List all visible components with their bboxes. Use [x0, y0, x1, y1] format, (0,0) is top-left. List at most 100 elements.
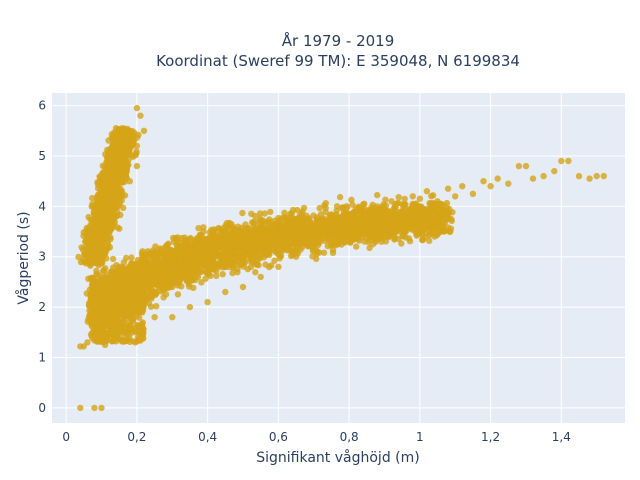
data-point	[138, 322, 146, 329]
data-point	[267, 208, 274, 216]
data-point	[139, 328, 146, 335]
data-point	[224, 246, 231, 253]
data-point	[186, 283, 193, 290]
data-point	[268, 262, 275, 269]
data-point	[100, 292, 107, 299]
data-point	[300, 214, 308, 222]
data-point	[314, 227, 321, 235]
data-point	[127, 294, 134, 302]
data-point	[236, 242, 243, 250]
data-point	[223, 219, 231, 227]
data-point	[165, 240, 172, 247]
data-point	[313, 255, 320, 262]
data-point	[316, 204, 323, 212]
data-point	[264, 233, 272, 240]
data-point	[97, 283, 104, 290]
data-point	[391, 230, 398, 237]
data-point	[401, 195, 408, 203]
data-point	[158, 284, 166, 291]
data-point	[406, 238, 414, 245]
data-point	[248, 237, 255, 244]
data-point	[407, 218, 415, 225]
data-point	[415, 221, 422, 228]
data-point	[129, 153, 137, 160]
data-point	[374, 191, 381, 199]
data-point	[423, 225, 430, 232]
data-point	[116, 192, 123, 199]
data-point	[135, 336, 142, 343]
data-point	[152, 252, 159, 260]
data-point	[270, 226, 277, 233]
data-point	[210, 228, 217, 235]
data-point	[446, 228, 453, 235]
grid-lines	[52, 93, 625, 423]
data-point	[96, 317, 103, 325]
data-point	[230, 263, 237, 270]
data-point	[107, 281, 114, 288]
data-point	[111, 305, 119, 312]
data-point	[414, 231, 421, 238]
data-point	[252, 269, 259, 276]
data-point	[231, 228, 238, 235]
data-point	[404, 206, 412, 213]
data-point	[283, 246, 290, 253]
data-point	[158, 246, 165, 253]
data-point	[88, 306, 95, 313]
data-point	[80, 258, 88, 266]
data-point	[113, 331, 120, 339]
data-point	[75, 253, 82, 261]
data-point	[385, 208, 392, 215]
data-point	[395, 199, 402, 207]
data-point	[100, 308, 107, 315]
data-point	[113, 262, 120, 269]
data-point	[254, 240, 261, 247]
data-point	[147, 267, 155, 274]
data-point	[220, 229, 227, 237]
data-point	[229, 269, 236, 277]
data-point	[94, 219, 102, 227]
data-point	[336, 193, 344, 201]
data-point	[320, 234, 327, 242]
data-point	[107, 268, 115, 275]
data-point	[111, 162, 118, 169]
data-point	[205, 235, 212, 243]
data-point	[294, 221, 301, 229]
data-point	[205, 255, 212, 262]
data-point	[255, 229, 262, 236]
data-point	[198, 279, 205, 286]
data-point	[288, 214, 296, 222]
data-point	[278, 215, 285, 222]
data-point	[150, 261, 158, 268]
data-point	[164, 284, 171, 292]
data-point	[101, 274, 108, 281]
data-point	[87, 216, 94, 223]
data-point	[304, 229, 312, 236]
data-point	[287, 239, 294, 246]
data-point	[135, 308, 142, 316]
data-point	[369, 241, 377, 248]
data-point	[170, 234, 177, 242]
data-point	[106, 188, 113, 196]
data-point	[157, 269, 165, 277]
data-point	[448, 217, 455, 224]
data-point	[440, 217, 447, 225]
data-point	[224, 240, 231, 247]
data-point	[140, 300, 147, 308]
data-point	[139, 286, 146, 293]
data-point	[251, 212, 259, 220]
data-point	[217, 252, 224, 260]
data-point	[276, 255, 283, 262]
data-point	[138, 262, 145, 270]
data-point	[369, 227, 377, 234]
data-point	[389, 221, 397, 228]
data-point	[175, 279, 182, 287]
data-point	[398, 240, 405, 247]
chart-title-line2: Koordinat (Sweref 99 TM): E 359048, N 61…	[156, 52, 520, 70]
data-point	[133, 263, 140, 271]
data-point	[358, 213, 366, 220]
data-point	[153, 303, 160, 310]
data-point	[103, 317, 110, 324]
data-point	[409, 202, 416, 209]
data-point	[183, 237, 190, 244]
data-point	[324, 242, 331, 250]
